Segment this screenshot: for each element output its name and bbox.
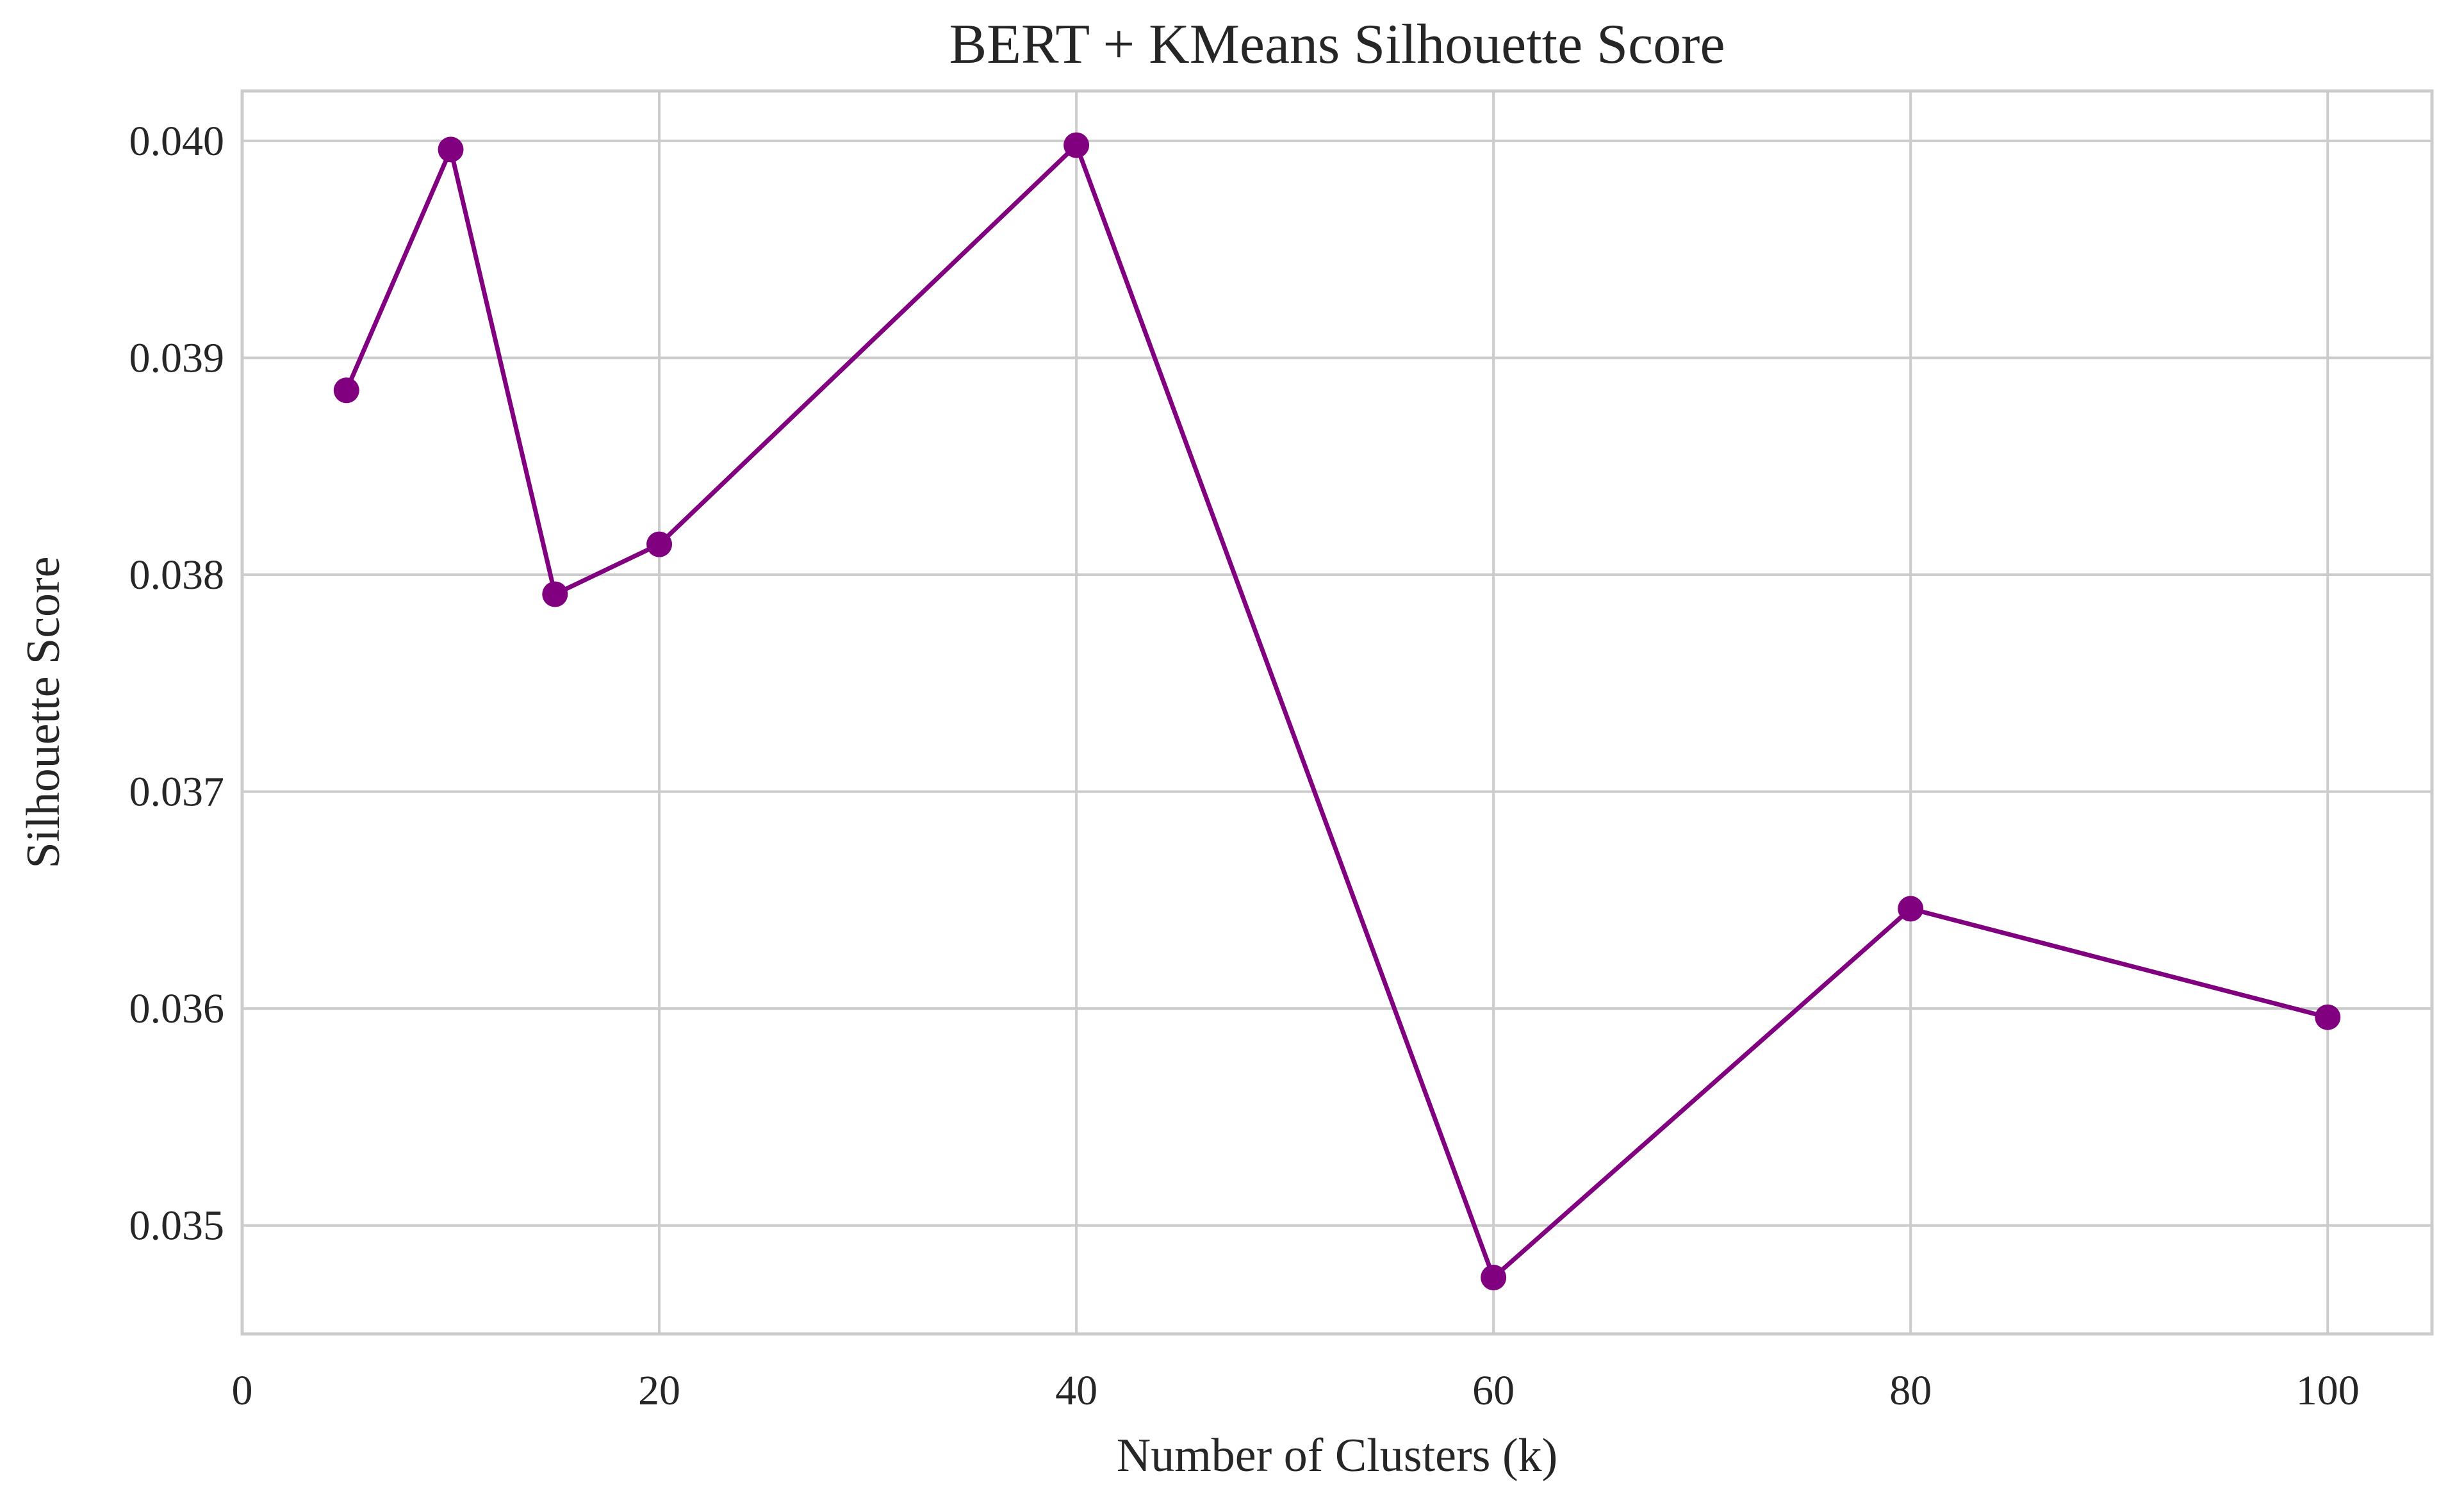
data-point	[333, 377, 359, 404]
data-point	[542, 581, 568, 607]
x-tick-label: 80	[1889, 1367, 1932, 1414]
series-line	[344, 143, 2329, 1280]
y-tick-label: 0.037	[129, 769, 225, 816]
y-tick-label: 0.035	[129, 1203, 225, 1249]
tick-labels: 0 20 40 60 80 100 0.035 0.036 0.037 0.038 0.039 0.0…	[129, 118, 2360, 1414]
series-layer	[333, 132, 2341, 1290]
data-point	[1064, 132, 1090, 158]
data-point	[2315, 1004, 2341, 1030]
y-axis-label: Silhouette Score	[17, 556, 70, 868]
plot-frame	[240, 89, 2434, 1336]
x-tick-label: 20	[638, 1367, 680, 1414]
x-tick-label: 60	[1472, 1367, 1515, 1414]
x-tick-label: 100	[2296, 1367, 2360, 1414]
y-tick-label: 0.038	[129, 552, 225, 598]
gridlines	[241, 91, 2432, 1334]
y-tick-label: 0.036	[129, 985, 225, 1032]
y-tick-label: 0.039	[129, 334, 225, 381]
data-point	[646, 531, 673, 557]
x-tick-label: 0	[232, 1367, 253, 1414]
data-point	[1898, 896, 1924, 922]
y-tick-label: 0.040	[129, 118, 225, 165]
x-axis-label: Number of Clusters (k)	[1117, 1429, 1557, 1482]
data-point	[1481, 1264, 1507, 1290]
chart-title: BERT + KMeans Silhouette Score	[949, 13, 1725, 76]
data-point	[438, 136, 464, 163]
x-tick-label: 40	[1055, 1367, 1097, 1414]
